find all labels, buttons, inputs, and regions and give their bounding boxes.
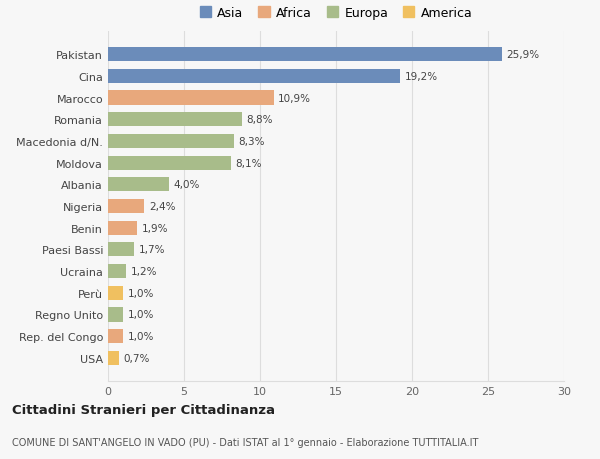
Bar [108, 156, 231, 170]
Bar [108, 286, 123, 300]
Text: 1,9%: 1,9% [142, 223, 168, 233]
Bar [108, 243, 134, 257]
Text: 1,0%: 1,0% [128, 310, 154, 320]
Text: 1,0%: 1,0% [128, 331, 154, 341]
Text: 4,0%: 4,0% [173, 180, 200, 190]
Bar [108, 264, 126, 279]
Bar [108, 91, 274, 106]
Text: 0,7%: 0,7% [123, 353, 149, 363]
Bar [108, 70, 400, 84]
Bar [108, 200, 145, 213]
Text: 1,7%: 1,7% [139, 245, 165, 255]
Text: COMUNE DI SANT'ANGELO IN VADO (PU) - Dati ISTAT al 1° gennaio - Elaborazione TUT: COMUNE DI SANT'ANGELO IN VADO (PU) - Dat… [12, 437, 478, 447]
Text: 1,0%: 1,0% [128, 288, 154, 298]
Text: 8,8%: 8,8% [247, 115, 273, 125]
Bar [108, 330, 123, 343]
Text: 2,4%: 2,4% [149, 202, 176, 212]
Bar [108, 308, 123, 322]
Text: 19,2%: 19,2% [404, 72, 437, 82]
Text: 8,1%: 8,1% [236, 158, 262, 168]
Text: Cittadini Stranieri per Cittadinanza: Cittadini Stranieri per Cittadinanza [12, 403, 275, 416]
Bar [108, 351, 119, 365]
Bar [108, 134, 234, 149]
Bar [108, 178, 169, 192]
Text: 25,9%: 25,9% [506, 50, 539, 60]
Bar [108, 48, 502, 62]
Bar [108, 221, 137, 235]
Legend: Asia, Africa, Europa, America: Asia, Africa, Europa, America [197, 5, 475, 22]
Text: 10,9%: 10,9% [278, 93, 311, 103]
Text: 8,3%: 8,3% [239, 137, 265, 146]
Bar [108, 113, 242, 127]
Text: 1,2%: 1,2% [131, 267, 157, 276]
